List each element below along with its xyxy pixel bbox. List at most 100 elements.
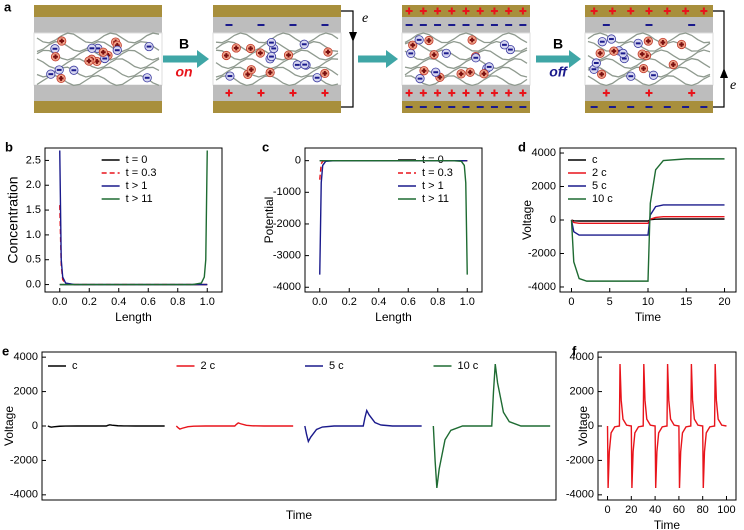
legend-label: t = 0.3 [126, 167, 157, 179]
series-line [319, 159, 468, 275]
x-tick-label: 0.6 [401, 296, 416, 308]
plus-sign [405, 89, 413, 97]
polymer-chain [587, 40, 711, 52]
plus-sign [410, 42, 416, 48]
y-tick-label: 0 [295, 155, 301, 167]
plus-sign [225, 89, 233, 97]
plus-sign [599, 71, 605, 77]
current-arrow [349, 32, 357, 42]
plus-sign [421, 68, 427, 74]
plus-sign [223, 53, 229, 58]
plus-sign [608, 7, 616, 15]
plus-sign [437, 74, 443, 80]
x-tick-label: 40 [649, 504, 661, 516]
plus-sign [590, 7, 598, 15]
x-tick-label: 1.0 [200, 296, 215, 308]
electrode [34, 101, 162, 113]
plus-sign [431, 52, 437, 58]
y-tick-label: -3000 [273, 250, 301, 262]
polymer-chain [404, 49, 528, 61]
panel-label: a [4, 0, 12, 14]
plus-sign [481, 71, 487, 77]
y-tick-label: 1.5 [26, 204, 41, 216]
series-line [570, 215, 725, 225]
plus-sign [248, 67, 254, 73]
plus-sign [519, 89, 527, 97]
process-arrow [163, 55, 199, 63]
plus-sign [248, 46, 253, 51]
x-axis-label: Length [115, 310, 152, 324]
y-axis-label: Voltage [520, 200, 534, 240]
plus-sign [611, 48, 617, 54]
y-tick-label: 2000 [532, 180, 556, 192]
plus-sign [476, 89, 484, 97]
polymer-chain [215, 32, 339, 44]
x-tick-label: 0 [568, 296, 574, 308]
plus-sign [490, 7, 498, 15]
layer [213, 85, 341, 101]
plus-sign [663, 7, 671, 15]
plus-sign [688, 89, 696, 97]
plus-sign [700, 7, 708, 15]
legend-label: t = 0 [126, 154, 148, 166]
process-arrow [358, 55, 388, 63]
plus-sign [245, 71, 251, 77]
x-tick-label: 10 [642, 296, 654, 308]
y-tick-label: 2000 [14, 385, 38, 397]
y-tick-label: 4000 [14, 351, 38, 363]
layer [34, 17, 162, 33]
panel-label: e [2, 343, 9, 358]
y-tick-label: -4000 [528, 281, 556, 293]
process-arrow-head [197, 50, 209, 68]
plus-sign [505, 7, 513, 15]
plus-sign [267, 70, 273, 75]
x-tick-label: 0.0 [52, 296, 67, 308]
y-tick-label: 0.5 [26, 254, 41, 266]
legend-label: c [72, 360, 78, 372]
x-tick-label: 0.0 [312, 296, 327, 308]
x-tick-label: 80 [697, 504, 709, 516]
process-arrow [536, 55, 571, 63]
process-arrow-head [569, 50, 581, 68]
x-tick-label: 0.2 [342, 296, 357, 308]
legend-label: t = 0.3 [422, 167, 453, 179]
y-tick-label: 2000 [570, 385, 594, 397]
y-tick-label: -2000 [273, 218, 301, 230]
legend-label: t > 11 [422, 193, 449, 205]
legend-label: c [592, 154, 598, 166]
process-arrow-head [386, 50, 398, 68]
series-line [432, 363, 551, 489]
x-tick-label: 0.8 [170, 296, 185, 308]
y-tick-label: 4000 [532, 147, 556, 159]
plus-sign [419, 89, 427, 97]
y-tick-label: -4000 [566, 489, 594, 501]
legend-label: 10 c [592, 193, 613, 205]
legend-label: 2 c [592, 167, 607, 179]
legend-label: t = 0 [422, 154, 444, 166]
y-tick-label: 0 [32, 420, 38, 432]
panel-label: d [518, 139, 526, 154]
plus-sign [505, 89, 513, 97]
polymer-chain [404, 32, 528, 44]
plus-sign [469, 37, 475, 43]
legend-label: 10 c [458, 360, 479, 372]
electrode [34, 5, 162, 17]
x-tick-label: 20 [718, 296, 730, 308]
y-tick-label: 2.0 [26, 179, 41, 191]
y-tick-label: 0 [588, 420, 594, 432]
plus-sign [286, 52, 291, 58]
plus-sign [639, 51, 645, 57]
schematic [33, 5, 728, 113]
plus-sign [321, 89, 329, 97]
series-line [606, 364, 727, 488]
x-tick-label: 0.6 [141, 296, 156, 308]
plus-sign [289, 89, 297, 97]
polymer-chain [404, 58, 528, 70]
panel-label: c [262, 139, 269, 154]
plus-sign [426, 38, 432, 43]
x-axis-label: Time [654, 518, 681, 530]
x-tick-label: 1.0 [460, 296, 475, 308]
plot-frame [44, 147, 223, 293]
plus-sign [58, 76, 64, 81]
layer [213, 17, 341, 33]
